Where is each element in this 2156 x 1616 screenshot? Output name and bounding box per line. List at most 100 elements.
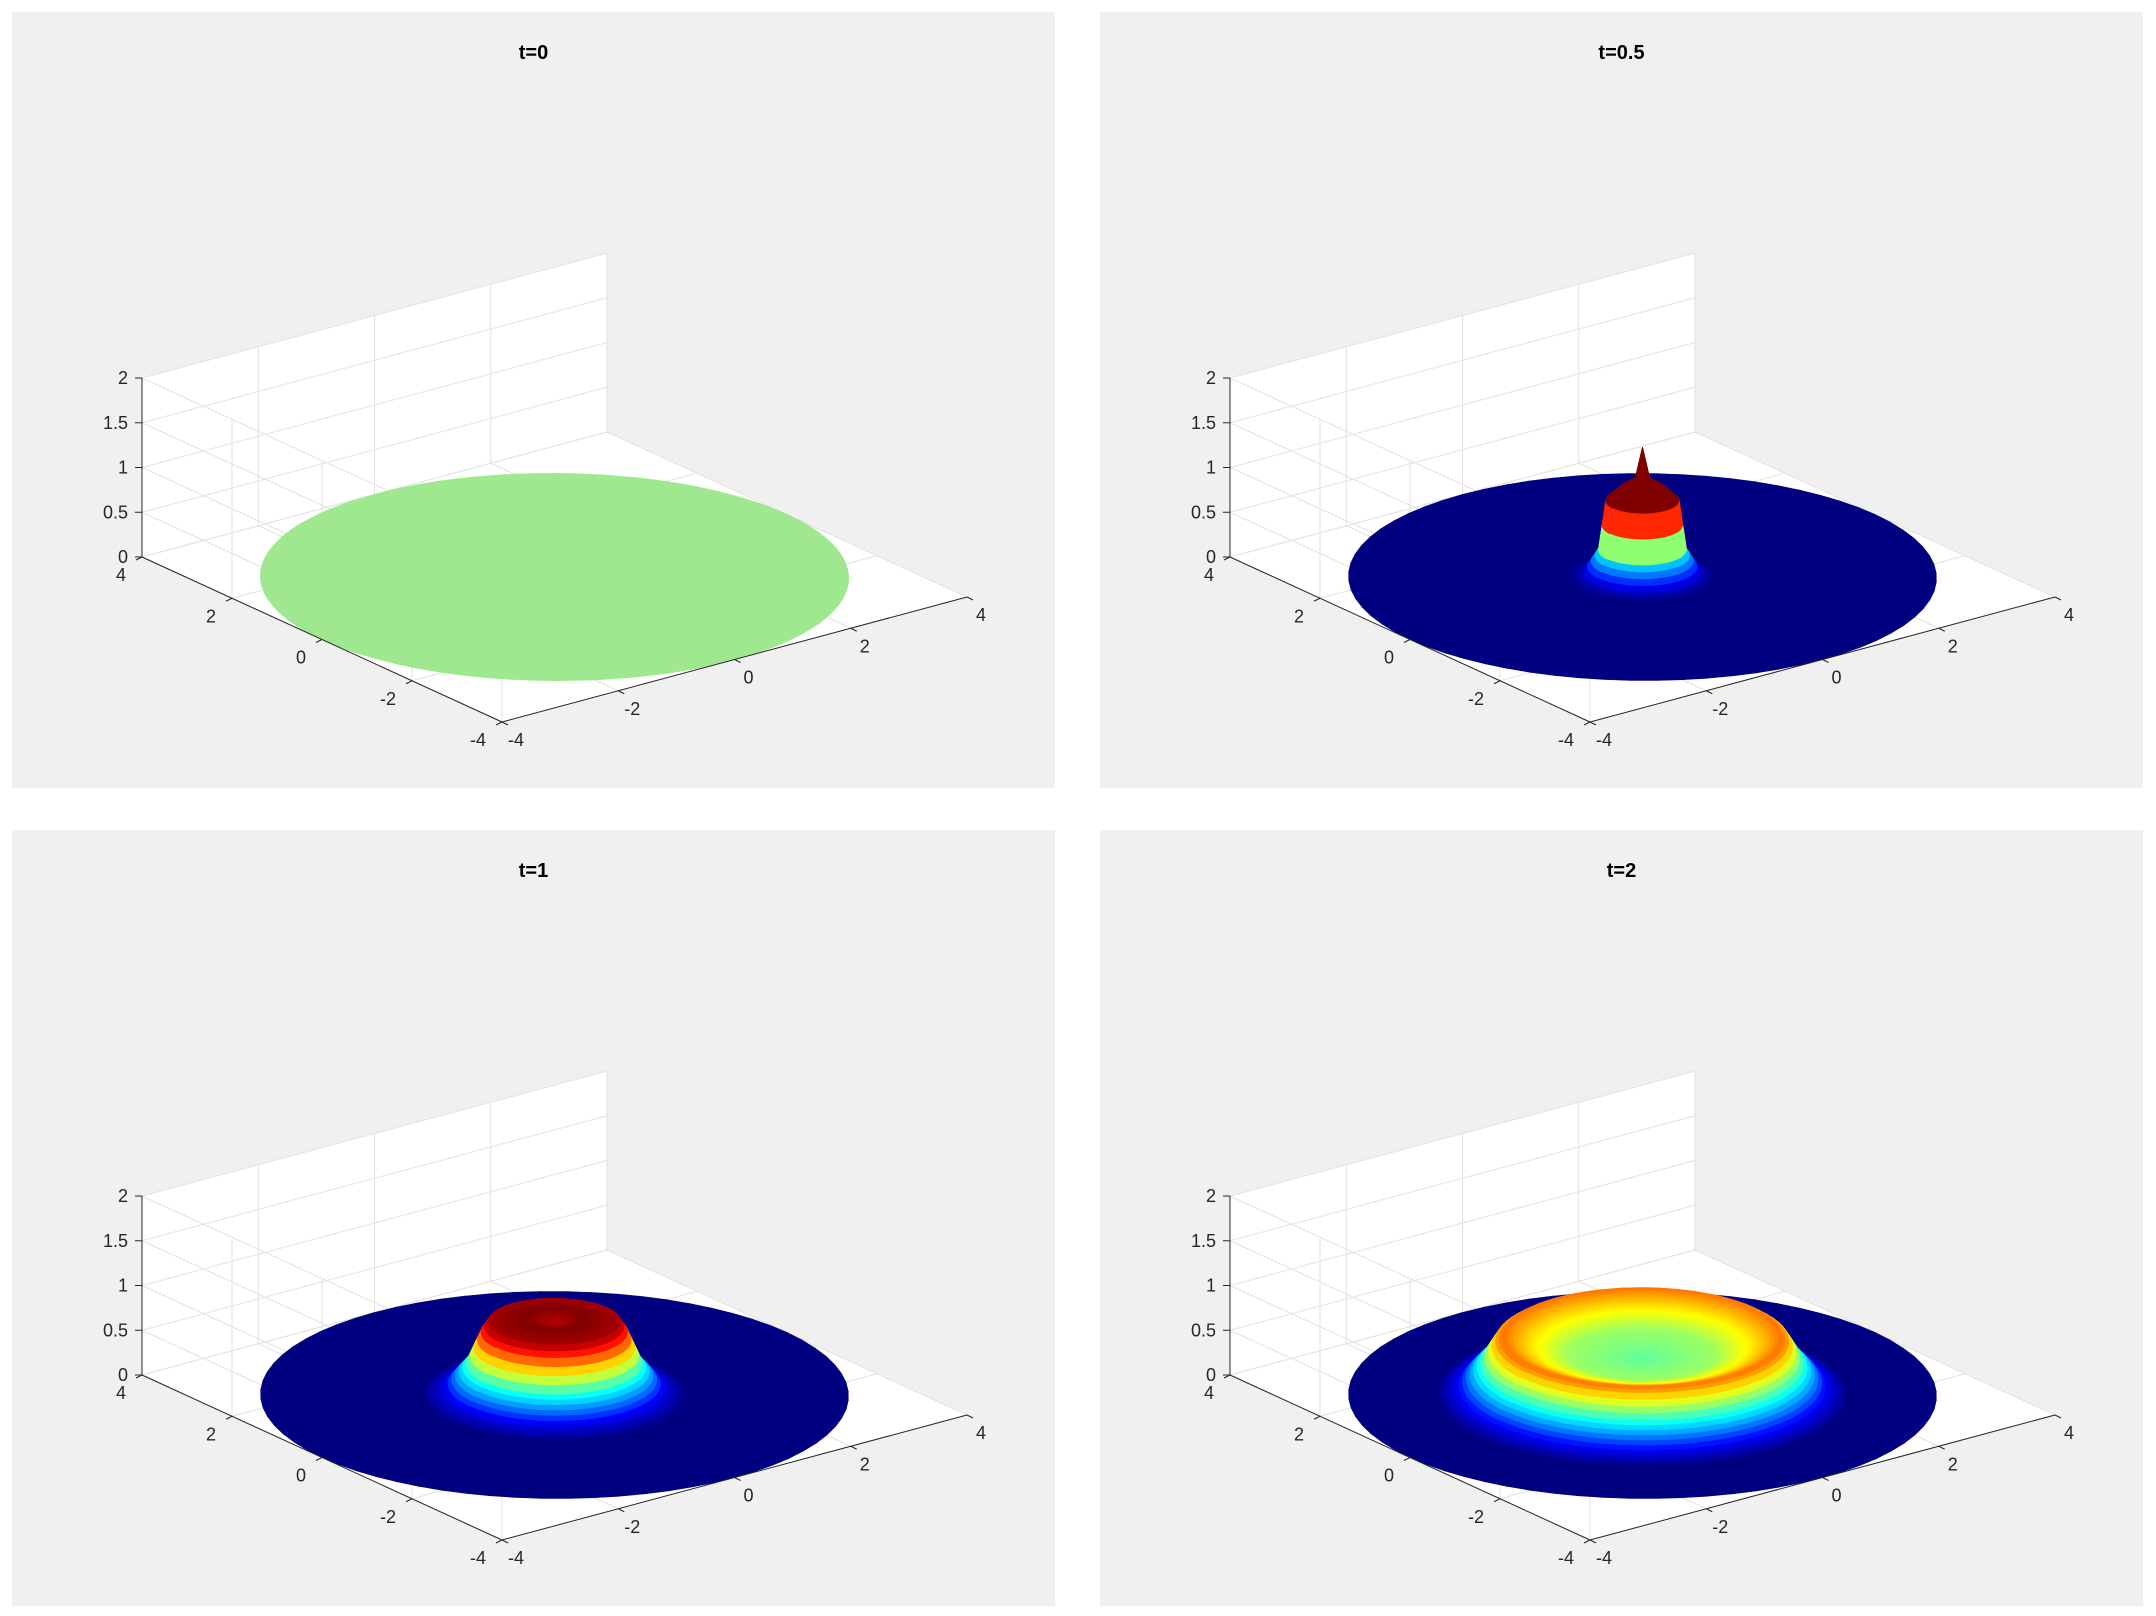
surface-patch xyxy=(1639,597,1647,601)
surface-patch xyxy=(1634,585,1641,594)
surface-patch xyxy=(1844,573,1849,581)
grid-line xyxy=(141,342,608,468)
surface-patch xyxy=(1774,574,1779,580)
grid-line xyxy=(1229,386,1696,513)
subplot-1: -4 -2 0 2 4 -4 -2 0 2 4 0 0.5 1 1.5 2 t=0 xyxy=(12,12,1055,788)
surface-patch xyxy=(1480,573,1485,580)
surface-patch xyxy=(1491,574,1497,580)
surface-patch xyxy=(1352,571,1357,582)
surface-patch xyxy=(1436,573,1441,581)
x-tick xyxy=(734,659,741,663)
z-tick-label: 0.5 xyxy=(103,502,128,522)
surface-patch xyxy=(1399,572,1405,581)
x-tick xyxy=(618,690,625,695)
grid-line xyxy=(1229,342,1696,468)
surface-patch xyxy=(1640,513,1645,541)
surface-patch xyxy=(1807,574,1812,581)
y-tick-label: 0 xyxy=(296,648,306,668)
surface-patch xyxy=(1788,574,1794,580)
surface-patch xyxy=(1792,574,1798,581)
surface-patch xyxy=(1851,573,1856,582)
surface-patch xyxy=(1506,574,1511,580)
surface-patch xyxy=(1381,572,1386,581)
y-tick-label: 4 xyxy=(116,565,126,585)
surface-patch xyxy=(1396,572,1401,581)
surface-patch xyxy=(1495,574,1500,580)
surface-patch xyxy=(1535,574,1541,579)
subplot-2: -4 -2 0 2 4 -4 -2 0 2 4 0 0.5 1 1.5 2 t=0.5 xyxy=(1100,12,2143,788)
surface-patch xyxy=(1524,574,1530,579)
x-tick-label: 0 xyxy=(743,668,753,688)
surface-patch xyxy=(1539,574,1544,579)
surface xyxy=(1348,447,1937,681)
surface-patch xyxy=(1637,513,1642,541)
surface-patch xyxy=(1631,571,1637,580)
subplot-1-title: t=0 xyxy=(518,42,549,64)
z-tick-label: 1.5 xyxy=(103,413,128,433)
surface-patch xyxy=(1803,574,1809,581)
surface-patch xyxy=(1639,585,1646,594)
surface-patch xyxy=(1748,575,1754,580)
surface-patch xyxy=(1487,573,1493,580)
y-tick xyxy=(225,597,233,602)
surface-patch xyxy=(1629,585,1636,594)
surface-patch xyxy=(1833,574,1838,581)
surface-patch xyxy=(1517,574,1522,579)
x-tick-label: -2 xyxy=(624,699,640,719)
surface-patch xyxy=(1355,571,1361,582)
x-tick-label: -4 xyxy=(508,730,524,750)
surface-patch xyxy=(1546,574,1552,579)
grid-line xyxy=(1229,252,1696,379)
z-tick-label: 2 xyxy=(118,368,128,388)
surface-patch xyxy=(1473,573,1478,580)
surface-patch xyxy=(1763,575,1768,580)
x-tick xyxy=(966,596,974,601)
surface-patch xyxy=(1635,578,1641,587)
surface-patch xyxy=(1733,575,1739,580)
surface-patch xyxy=(1822,574,1827,581)
surface-patch xyxy=(1550,575,1555,579)
surface-patch xyxy=(1639,595,1647,599)
surface-patch xyxy=(1759,575,1765,580)
surface-patch xyxy=(1513,574,1519,580)
surface-patch xyxy=(1443,573,1449,580)
y-tick xyxy=(315,639,323,643)
surface-patch xyxy=(1640,572,1646,580)
surface-patch xyxy=(1542,574,1548,579)
surface-patch xyxy=(1796,574,1801,581)
surface-patch xyxy=(1840,573,1845,581)
surface-patch xyxy=(1644,585,1651,594)
z-tick-label: 1 xyxy=(118,458,128,478)
z-tick-label: 0 xyxy=(118,547,128,567)
surface-patch xyxy=(1726,575,1731,579)
surface-patch xyxy=(1770,574,1776,580)
surface-patch xyxy=(1814,574,1820,581)
surface-patch xyxy=(1640,539,1645,567)
grid-line xyxy=(141,252,608,379)
y-tick-label: 2 xyxy=(206,606,216,626)
surface-patch xyxy=(1370,571,1375,581)
surface-patch xyxy=(1509,574,1515,580)
surface-patch xyxy=(1639,579,1646,587)
surface-patch xyxy=(1644,578,1651,587)
surface-patch xyxy=(1414,572,1419,581)
surface-patch xyxy=(1462,573,1467,580)
surface-patch xyxy=(1755,575,1761,580)
surface-patch xyxy=(1636,539,1642,567)
grid-line xyxy=(141,297,608,424)
surface-patch xyxy=(1458,573,1463,580)
surface-patch xyxy=(1630,578,1637,587)
grid-line xyxy=(141,386,608,513)
surface-patch xyxy=(1429,572,1434,581)
surface-patch xyxy=(1366,571,1372,581)
surface-patch xyxy=(1565,575,1570,579)
grid-line xyxy=(1229,297,1696,424)
surface-patch xyxy=(1811,574,1816,581)
surface-patch xyxy=(1454,573,1460,580)
surface-patch xyxy=(1476,573,1482,580)
surface-patch xyxy=(1557,575,1563,579)
y-tick xyxy=(405,680,413,685)
